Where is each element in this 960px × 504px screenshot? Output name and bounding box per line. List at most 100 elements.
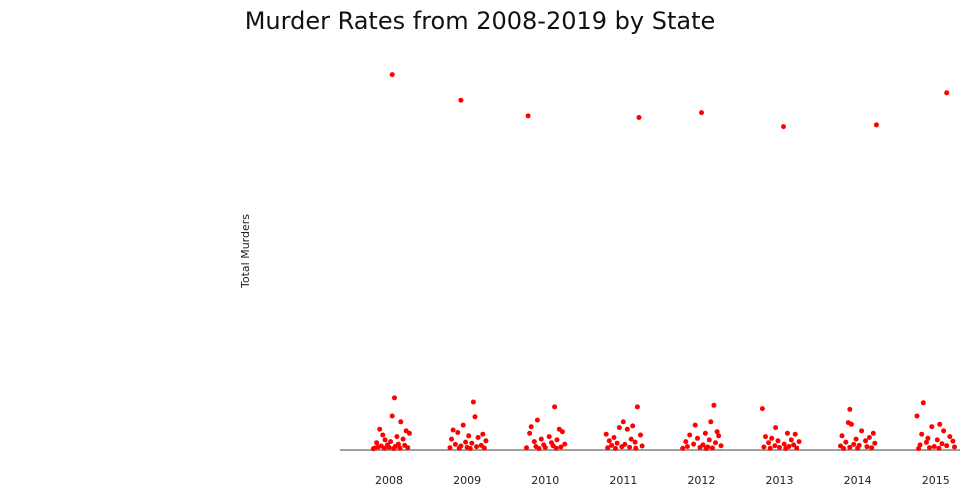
data-point[interactable] [841, 446, 847, 451]
data-point[interactable] [406, 430, 412, 436]
data-point[interactable] [766, 440, 772, 446]
data-point[interactable] [449, 436, 454, 442]
data-point[interactable] [781, 124, 786, 130]
data-point[interactable] [400, 436, 406, 442]
data-point[interactable] [370, 446, 376, 452]
data-point[interactable] [919, 431, 925, 437]
data-point[interactable] [381, 445, 387, 451]
data-point[interactable] [463, 439, 469, 445]
data-point[interactable] [377, 426, 383, 432]
data-point[interactable] [634, 404, 640, 410]
data-point[interactable] [781, 441, 787, 447]
data-point[interactable] [460, 422, 466, 428]
data-point[interactable] [916, 446, 922, 451]
data-point[interactable] [552, 404, 558, 410]
data-point[interactable] [923, 439, 929, 445]
data-point[interactable] [929, 424, 935, 430]
data-point[interactable] [481, 445, 487, 451]
data-point[interactable] [869, 445, 875, 451]
data-point[interactable] [538, 436, 544, 442]
data-point[interactable] [950, 438, 956, 444]
data-point[interactable] [475, 435, 481, 440]
data-point[interactable] [609, 442, 615, 448]
data-point[interactable] [773, 425, 779, 431]
data-point[interactable] [870, 430, 876, 436]
data-point[interactable] [855, 445, 861, 451]
data-point[interactable] [851, 441, 857, 447]
data-point[interactable] [534, 417, 540, 423]
data-point[interactable] [559, 429, 565, 435]
data-point[interactable] [472, 414, 478, 420]
data-point[interactable] [554, 437, 560, 443]
data-point[interactable] [761, 444, 767, 450]
data-point[interactable] [624, 426, 630, 432]
data-point[interactable] [687, 432, 693, 438]
data-point[interactable] [458, 97, 464, 103]
data-point[interactable] [397, 445, 403, 451]
data-point[interactable] [931, 444, 937, 449]
data-point[interactable] [452, 441, 458, 447]
data-point[interactable] [531, 439, 537, 445]
data-point[interactable] [944, 90, 950, 96]
data-point[interactable] [619, 444, 625, 450]
data-point[interactable] [616, 425, 622, 431]
data-point[interactable] [775, 438, 781, 444]
data-point[interactable] [680, 445, 686, 451]
data-point[interactable] [843, 439, 849, 445]
data-point[interactable] [613, 446, 618, 451]
data-point[interactable] [794, 445, 800, 451]
data-point[interactable] [480, 431, 486, 437]
data-point[interactable] [714, 429, 720, 435]
data-point[interactable] [389, 413, 395, 419]
data-point[interactable] [638, 432, 643, 438]
data-point[interactable] [456, 445, 462, 451]
data-point[interactable] [528, 424, 534, 430]
data-point[interactable] [697, 445, 703, 450]
data-point[interactable] [847, 406, 853, 412]
data-point[interactable] [474, 444, 479, 450]
data-point[interactable] [524, 445, 529, 451]
data-point[interactable] [467, 446, 473, 451]
data-point[interactable] [374, 440, 380, 446]
data-point[interactable] [769, 435, 775, 441]
data-point[interactable] [783, 446, 789, 451]
data-point[interactable] [603, 431, 609, 437]
data-point[interactable] [777, 445, 782, 450]
data-point[interactable] [941, 428, 947, 434]
data-point[interactable] [947, 434, 953, 440]
data-point[interactable] [695, 435, 700, 441]
data-point[interactable] [455, 430, 461, 435]
data-point[interactable] [466, 433, 472, 439]
data-point[interactable] [469, 440, 475, 446]
data-point[interactable] [872, 440, 878, 446]
data-point[interactable] [470, 399, 476, 405]
data-point[interactable] [920, 400, 926, 406]
data-point[interactable] [525, 113, 531, 119]
data-point[interactable] [709, 445, 715, 451]
data-point[interactable] [703, 446, 709, 451]
data-point[interactable] [937, 421, 943, 427]
data-point[interactable] [772, 443, 778, 449]
data-point[interactable] [630, 423, 636, 429]
data-point[interactable] [792, 431, 798, 437]
data-point[interactable] [394, 434, 400, 440]
data-point[interactable] [558, 444, 564, 450]
data-point[interactable] [702, 430, 708, 436]
data-point[interactable] [527, 430, 533, 436]
data-point[interactable] [866, 435, 872, 440]
data-point[interactable] [914, 413, 920, 419]
data-point[interactable] [405, 445, 411, 451]
data-point[interactable] [718, 443, 724, 449]
data-point[interactable] [562, 441, 568, 447]
data-point[interactable] [388, 439, 394, 445]
data-point[interactable] [553, 445, 559, 451]
data-point[interactable] [386, 444, 392, 450]
data-point[interactable] [706, 437, 712, 443]
data-point[interactable] [839, 433, 845, 439]
data-point[interactable] [847, 444, 853, 450]
data-point[interactable] [633, 445, 639, 451]
data-point[interactable] [927, 445, 932, 451]
data-point[interactable] [784, 430, 790, 436]
data-point[interactable] [382, 437, 388, 443]
data-point[interactable] [606, 438, 612, 444]
